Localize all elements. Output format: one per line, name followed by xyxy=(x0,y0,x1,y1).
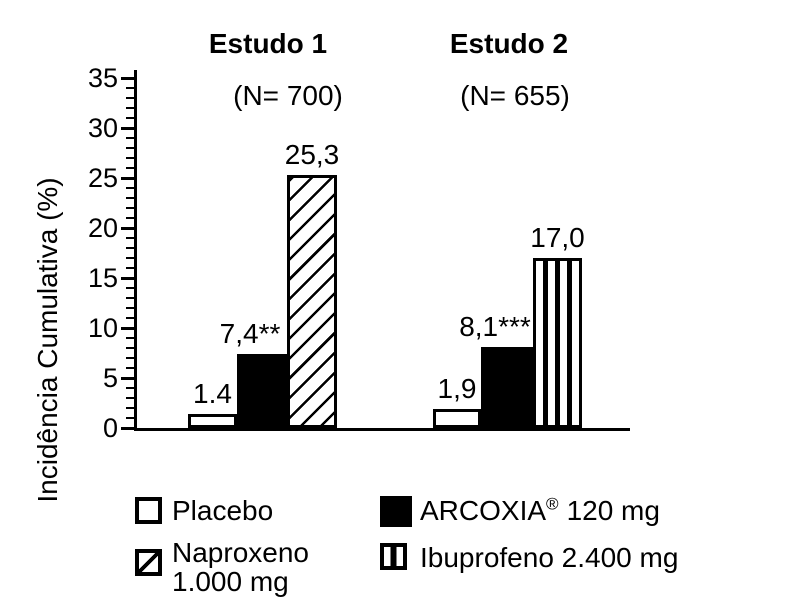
bar-ibuprofeno-estudo-2 xyxy=(533,258,582,428)
y-minor-tick-13 xyxy=(126,297,134,299)
y-major-tick-20 xyxy=(121,227,134,230)
bar-value-naproxeno-estudo-1: 25,3 xyxy=(284,139,340,170)
y-tick-label-20: 20 xyxy=(87,213,118,243)
y-minor-tick-2 xyxy=(126,407,134,409)
y-major-tick-35 xyxy=(121,77,134,80)
bar-naproxeno-estudo-1 xyxy=(287,175,337,428)
group-title-estudo-2: Estudo 2 xyxy=(449,28,569,59)
y-minor-tick-24 xyxy=(126,187,134,189)
y-minor-tick-18 xyxy=(126,247,134,249)
bar-value-arcoxia-estudo-2: 8,1*** xyxy=(459,311,531,342)
y-minor-tick-7 xyxy=(126,357,134,359)
bar-value-arcoxia-estudo-1: 7,4** xyxy=(219,318,281,349)
y-minor-tick-33 xyxy=(126,97,134,99)
group-n-label-estudo-2: (N= 655) xyxy=(460,80,570,111)
y-tick-label-25: 25 xyxy=(87,163,118,193)
y-minor-tick-16 xyxy=(126,267,134,269)
legend-swatch-placebo xyxy=(135,497,162,524)
legend-naproxeno-line1: Naproxeno xyxy=(172,537,309,568)
group-title-estudo-1: Estudo 1 xyxy=(208,28,328,59)
y-minor-tick-17 xyxy=(126,257,134,259)
legend-label-naproxeno: Naproxeno 1.000 mg xyxy=(172,538,309,596)
y-minor-tick-27 xyxy=(126,157,134,159)
registered-trademark-symbol: ® xyxy=(546,494,559,514)
y-major-tick-10 xyxy=(121,327,134,330)
y-minor-tick-32 xyxy=(126,107,134,109)
legend-arcoxia-dose: 120 mg xyxy=(566,495,660,526)
y-minor-tick-22 xyxy=(126,207,134,209)
legend-swatch-naproxeno xyxy=(135,549,162,576)
legend-naproxeno-line2: 1.000 mg xyxy=(172,566,289,597)
y-major-tick-0 xyxy=(121,427,134,430)
y-tick-label-35: 35 xyxy=(87,63,118,93)
bar-placebo-estudo-1 xyxy=(188,414,237,428)
y-minor-tick-11 xyxy=(126,317,134,319)
legend-label-arcoxia: ARCOXIA® 120 mg xyxy=(420,496,660,526)
y-major-tick-25 xyxy=(121,177,134,180)
y-tick-label-5: 5 xyxy=(102,363,118,393)
y-minor-tick-12 xyxy=(126,307,134,309)
legend-swatch-arcoxia xyxy=(380,496,412,527)
y-minor-tick-26 xyxy=(126,167,134,169)
legend-arcoxia-brand: ARCOXIA xyxy=(420,495,547,526)
bar-value-placebo-estudo-1: 1.4 xyxy=(193,378,232,409)
bar-arcoxia-estudo-1 xyxy=(237,354,287,428)
y-minor-tick-14 xyxy=(126,287,134,289)
y-minor-tick-4 xyxy=(126,387,134,389)
y-minor-tick-8 xyxy=(126,347,134,349)
y-axis-line xyxy=(134,70,137,431)
y-minor-tick-9 xyxy=(126,337,134,339)
y-minor-tick-34 xyxy=(126,87,134,89)
x-axis-line xyxy=(134,428,630,431)
y-minor-tick-1 xyxy=(126,417,134,419)
y-tick-label-30: 30 xyxy=(87,113,118,143)
bar-value-ibuprofeno-estudo-2: 17,0 xyxy=(530,222,585,253)
legend-label-placebo: Placebo xyxy=(172,495,274,526)
y-minor-tick-31 xyxy=(126,117,134,119)
y-minor-tick-19 xyxy=(126,237,134,239)
legend-swatch-ibuprofeno xyxy=(380,543,407,570)
bar-value-placebo-estudo-2: 1,9 xyxy=(437,373,477,404)
y-minor-tick-28 xyxy=(126,147,134,149)
y-major-tick-30 xyxy=(121,127,134,130)
y-tick-label-0: 0 xyxy=(102,413,118,443)
y-minor-tick-29 xyxy=(126,137,134,139)
y-major-tick-15 xyxy=(121,277,134,280)
y-minor-tick-3 xyxy=(126,397,134,399)
y-minor-tick-23 xyxy=(126,197,134,199)
legend-label-ibuprofeno: Ibuprofeno 2.400 mg xyxy=(420,542,679,573)
y-minor-tick-6 xyxy=(126,367,134,369)
y-major-tick-5 xyxy=(121,377,134,380)
bar-placebo-estudo-2 xyxy=(433,409,481,428)
y-tick-label-15: 15 xyxy=(87,263,118,293)
y-minor-tick-21 xyxy=(126,217,134,219)
y-tick-label-10: 10 xyxy=(87,313,118,343)
bar-arcoxia-estudo-2 xyxy=(481,347,533,428)
group-n-label-estudo-1: (N= 700) xyxy=(233,80,343,111)
